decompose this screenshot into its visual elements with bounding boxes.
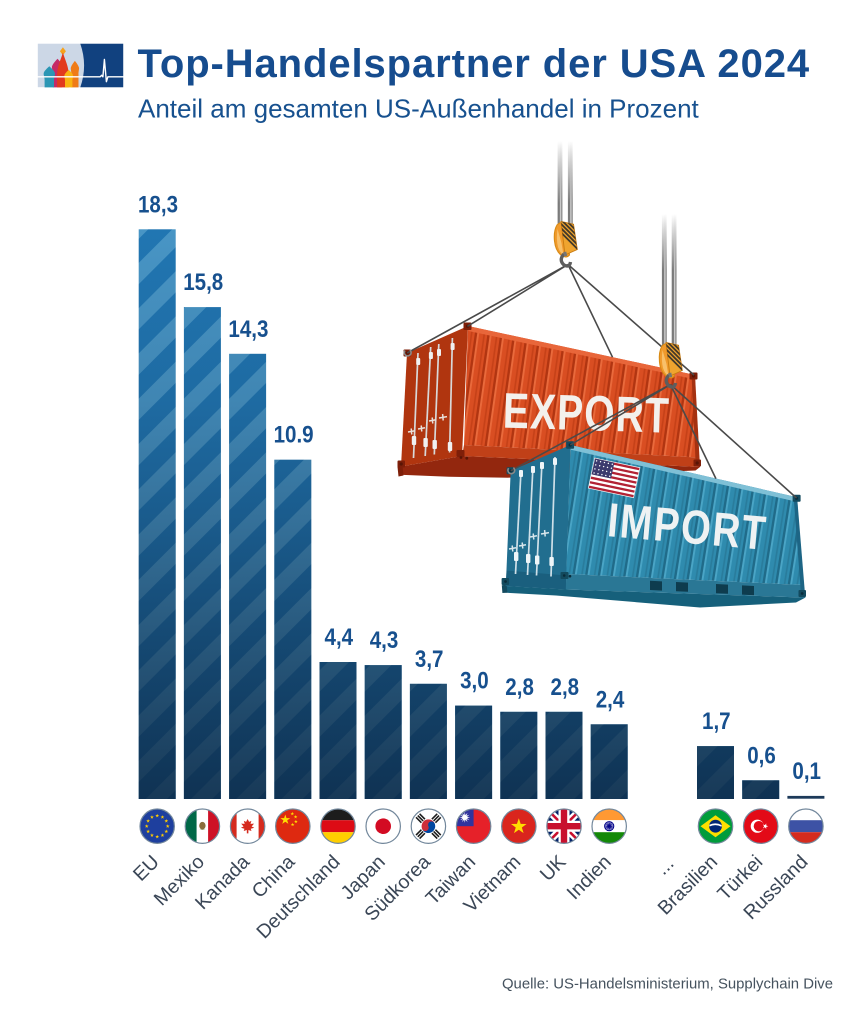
svg-text:Anteil am gesamten US-Außenhan: Anteil am gesamten US-Außenhandel in Pro… (138, 94, 700, 124)
svg-text:2,8: 2,8 (551, 673, 580, 700)
svg-text:4,3: 4,3 (370, 626, 399, 653)
svg-text:15,8: 15,8 (183, 268, 223, 295)
svg-text:Quelle: US-Handelsministerium,: Quelle: US-Handelsministerium, Supplycha… (502, 977, 833, 993)
svg-text:Top-Handelspartner der USA 202: Top-Handelspartner der USA 2024 (138, 42, 811, 86)
svg-text:2,4: 2,4 (596, 686, 625, 713)
svg-text:4,4: 4,4 (325, 623, 354, 650)
svg-text:1,7: 1,7 (702, 707, 731, 734)
svg-text:3,7: 3,7 (415, 645, 444, 672)
svg-text:0,6: 0,6 (747, 742, 776, 769)
svg-text:EXPORT: EXPORT (502, 382, 671, 444)
svg-text:0,1: 0,1 (792, 757, 821, 784)
svg-text:3,0: 3,0 (460, 667, 489, 694)
svg-text:18,3: 18,3 (138, 191, 178, 218)
svg-text:14,3: 14,3 (228, 315, 268, 342)
svg-text:2,8: 2,8 (505, 673, 534, 700)
svg-text:10.9: 10.9 (274, 421, 314, 448)
